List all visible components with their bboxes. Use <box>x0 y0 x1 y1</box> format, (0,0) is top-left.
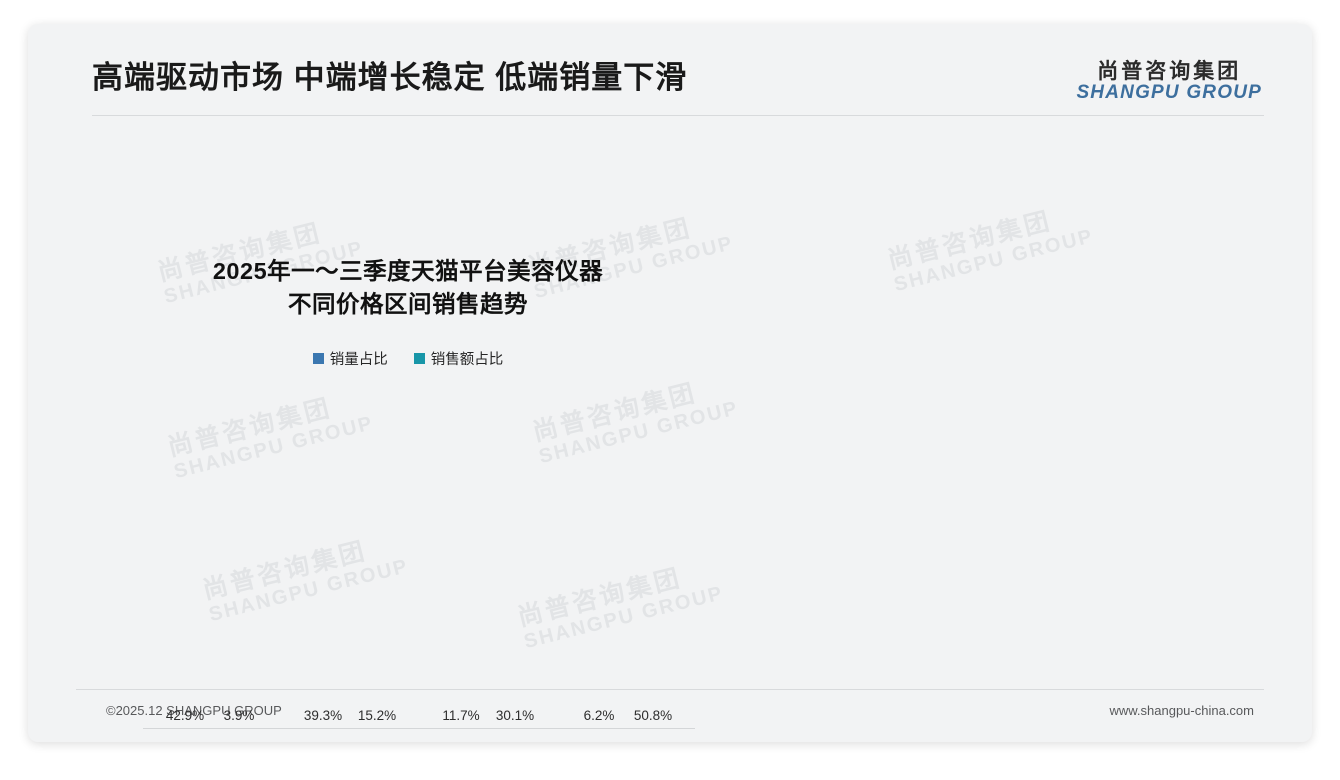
x-tick-main: 428-3031 <box>458 739 517 742</box>
footer-divider <box>76 689 1264 690</box>
grouped-bar-group: 42.9% 3.9% <box>143 398 281 728</box>
grouped-bar-value-label: 11.7% <box>442 708 480 723</box>
slide-header: 高端驱动市场 中端增长稳定 低端销量下滑 尚普咨询集团 SHANGPU GROU… <box>28 24 1312 117</box>
footer-website: www.shangpu-china.com <box>1109 703 1254 718</box>
left-chart-title-line1: 2025年一～三季度天猫平台美容仪器 <box>212 258 604 284</box>
watermark-en: SHANGPU GROUP <box>891 225 1096 297</box>
watermark-cn: 尚普咨询集团 <box>884 206 1055 275</box>
grouped-chart-x-tick: 428-3031(中高价位) <box>419 731 557 742</box>
footer-copyright: ©2025.12 SHANGPU GROUP <box>106 703 282 718</box>
header-divider <box>92 115 1264 116</box>
grouped-chart-x-tick: >3031(高价位) <box>557 731 695 742</box>
watermark: 尚普咨询集团 SHANGPU GROUP <box>885 198 1096 296</box>
grouped-chart-x-tick: <103(低价位) <box>143 731 281 742</box>
grouped-bar-value-label: 6.2% <box>583 708 615 723</box>
grouped-bar-value-label: 15.2% <box>357 708 397 723</box>
grouped-bar-groups: 42.9% 3.9% 39.3% 15.2% 11.7% 30.1% 6.2% 50.8% <box>143 398 695 728</box>
grouped-bar-value-label: 3.9% <box>223 708 255 723</box>
left-legend-item[interactable]: 销量占比 <box>312 348 388 369</box>
x-tick-main: <103 <box>196 739 228 742</box>
left-legend-label: 销量占比 <box>329 351 388 368</box>
slide-card: 尚普咨询集团 SHANGPU GROUP 尚普咨询集团 SHANGPU GROU… <box>28 24 1312 742</box>
grouped-bar-value-label: 50.8% <box>633 708 673 723</box>
grouped-bar-group: 6.2% 50.8% <box>557 398 695 728</box>
grouped-chart-x-tick: 103-428(中低价位) <box>281 731 419 742</box>
grouped-bar-group: 39.3% 15.2% <box>281 398 419 728</box>
left-legend-item[interactable]: 销售额占比 <box>413 348 504 369</box>
grouped-bar-value-label: 39.3% <box>303 708 343 723</box>
page-title: 高端驱动市场 中端增长稳定 低端销量下滑 <box>92 60 688 95</box>
left-legend-label: 销售额占比 <box>430 351 504 368</box>
left-chart-panel: 2025年一～三季度天猫平台美容仪器 不同价格区间销售趋势 销量占比 销售额占比 … <box>88 227 728 742</box>
grouped-bar-chart: 42.9% 3.9% 39.3% 15.2% 11.7% 30.1% 6.2% 50.8% <… <box>143 395 695 742</box>
grouped-bar-value-label: 30.1% <box>495 708 535 723</box>
grouped-bar-group: 11.7% 30.1% <box>419 398 557 728</box>
grouped-chart-x-tick-labels: <103(低价位)103-428(中低价位)428-3031(中高价位)>303… <box>143 731 695 742</box>
logo-english-name: SHANGPU GROUP <box>1076 82 1262 104</box>
logo-chinese-name: 尚普咨询集团 <box>1097 60 1242 83</box>
x-tick-main: 103-428 <box>324 739 375 742</box>
x-tick-main: >3031 <box>606 739 645 742</box>
legend-color-swatch-icon <box>312 352 324 364</box>
left-chart-legend: 销量占比 销售额占比 <box>88 348 728 369</box>
left-chart-title-line2: 不同价格区间销售趋势 <box>288 291 528 318</box>
grouped-chart-x-axis <box>143 728 695 729</box>
left-chart-title: 2025年一～三季度天猫平台美容仪器 不同价格区间销售趋势 <box>88 227 728 322</box>
grouped-bar-value-label: 42.9% <box>165 708 205 723</box>
brand-logo: 尚普咨询集团 SHANGPU GROUP <box>1076 60 1262 104</box>
legend-color-swatch-icon <box>413 352 425 364</box>
